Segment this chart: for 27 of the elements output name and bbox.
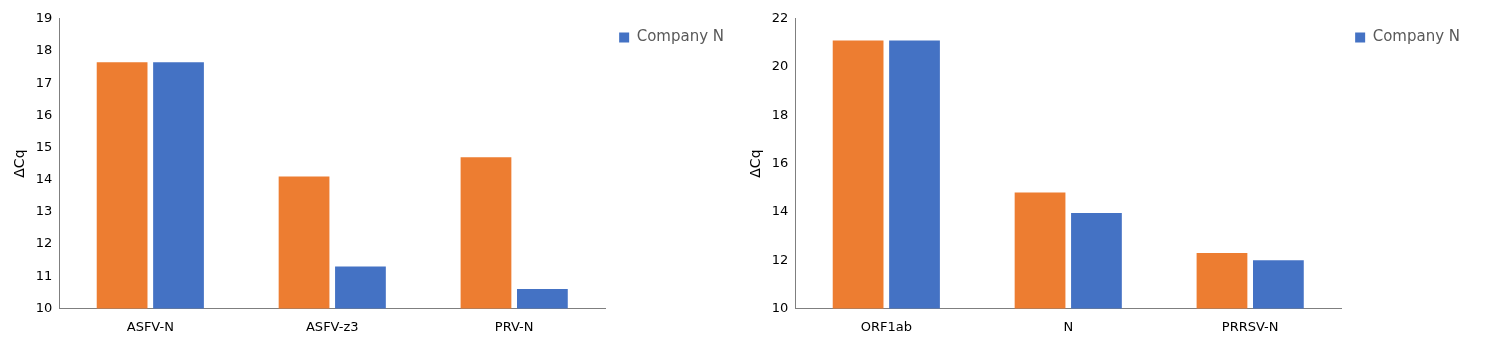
y-axis-title: ΔCq: [747, 149, 764, 178]
x-tick-label: ORF1ab: [860, 318, 912, 334]
y-tick-label: 12: [35, 235, 53, 251]
y-tick-label: 20: [771, 58, 789, 74]
x-tick-label: PRRSV-N: [1221, 318, 1279, 334]
x-tick-label: ASFV-N: [126, 318, 174, 334]
y-tick-label: 14: [771, 203, 789, 219]
y-tick-label: 22: [771, 10, 789, 26]
y-tick-label: 16: [35, 106, 53, 122]
y-tick-label: 16: [771, 154, 789, 170]
y-tick-label: 10: [771, 299, 789, 315]
x-tick-label: ASFV-z3: [305, 318, 359, 334]
y-tick-label: 18: [771, 106, 789, 122]
y-tick-label: 15: [35, 138, 53, 154]
legend-label: Company N: [1372, 27, 1461, 46]
y-tick-label: 13: [35, 203, 53, 219]
y-tick-label: 18: [35, 42, 53, 58]
y-tick-label: 11: [35, 267, 53, 283]
x-tick-label: N: [1063, 318, 1074, 334]
legend-label: Company N: [636, 27, 725, 46]
y-tick-label: 17: [35, 74, 53, 90]
y-tick-label: 14: [35, 171, 53, 187]
y-tick-label: 12: [771, 251, 789, 267]
y-tick-label: 10: [35, 299, 53, 315]
y-tick-label: 19: [35, 10, 53, 26]
y-axis-title: ΔCq: [11, 149, 28, 178]
x-tick-label: PRV-N: [494, 318, 534, 334]
